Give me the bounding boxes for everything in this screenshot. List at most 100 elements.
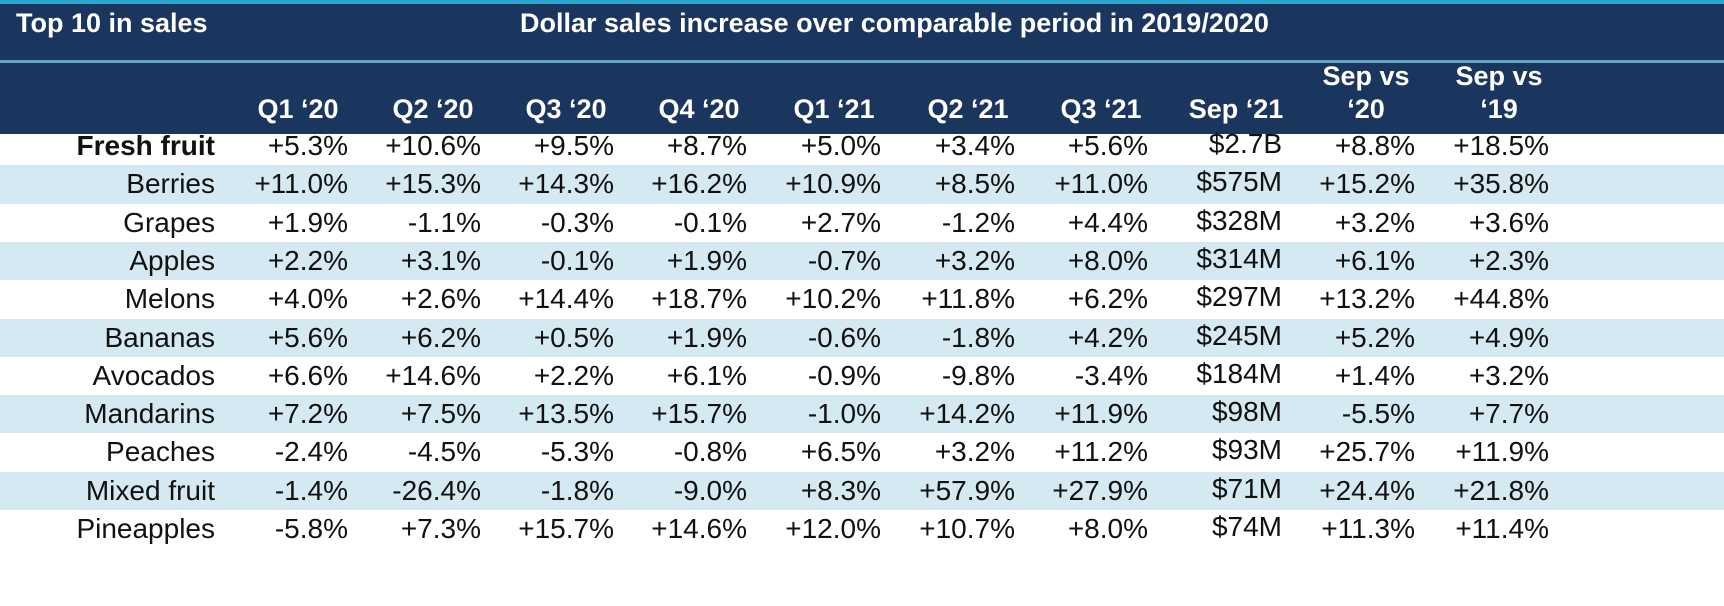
column-header: Q1 ‘21 bbox=[761, 93, 907, 126]
value-cell: +35.8% bbox=[1453, 168, 1549, 200]
table-row: Apples +2.2% +3.1% -0.1% +1.9% -0.7% +3.2% +8.0… bbox=[0, 241, 1724, 281]
value-cell: +3.1% bbox=[400, 244, 481, 276]
table-row: Pineapples -5.8% +7.3% +15.7% +14.6% +12.0% +1… bbox=[0, 510, 1724, 548]
value-cell: -0.1% bbox=[673, 206, 747, 238]
value-cell: +16.2% bbox=[651, 168, 747, 200]
value-cell: -1.4% bbox=[274, 474, 348, 506]
row-label: Peaches bbox=[106, 436, 215, 468]
value-cell: +6.6% bbox=[267, 359, 348, 391]
value-cell: +5.0% bbox=[800, 130, 881, 161]
value-cell: +1.4% bbox=[1334, 359, 1415, 391]
value-cell: +1.9% bbox=[666, 244, 747, 276]
value-cell: +5.6% bbox=[1067, 130, 1148, 161]
value-cell: +2.2% bbox=[533, 359, 614, 391]
row-label: Apples bbox=[129, 244, 215, 276]
value-cell: +25.7% bbox=[1319, 436, 1415, 468]
value-cell: -0.3% bbox=[540, 206, 614, 238]
column-header-line: Sep ‘21 bbox=[1188, 94, 1284, 124]
value-cell: -0.8% bbox=[673, 436, 747, 468]
value-cell: +8.7% bbox=[666, 130, 747, 161]
value-cell: -9.0% bbox=[673, 474, 747, 506]
table-row: Avocados +6.6% +14.6% +2.2% +6.1% -0.9% -9.8% -… bbox=[0, 357, 1724, 395]
row-label: Pineapples bbox=[76, 513, 215, 544]
column-header: Sep vs ‘19 bbox=[1426, 60, 1572, 126]
value-cell: +18.7% bbox=[651, 283, 747, 315]
row-label: Bananas bbox=[104, 321, 215, 353]
value-cell: +15.7% bbox=[651, 398, 747, 430]
value-cell: +12.0% bbox=[785, 513, 881, 544]
value-cell: +8.8% bbox=[1334, 130, 1415, 161]
column-header-band bbox=[0, 63, 1724, 134]
column-header-line: Sep vs bbox=[1455, 61, 1543, 91]
value-cell: -0.9% bbox=[807, 359, 881, 391]
value-cell: +10.2% bbox=[785, 283, 881, 315]
value-cell: +3.2% bbox=[1334, 206, 1415, 238]
value-cell: +24.4% bbox=[1319, 474, 1415, 506]
column-header: Q3 ‘21 bbox=[1028, 93, 1174, 126]
column-header-line: Q3 ‘21 bbox=[1060, 94, 1142, 124]
value-cell: +14.4% bbox=[518, 283, 614, 315]
value-cell: +3.2% bbox=[934, 244, 1015, 276]
title-band bbox=[0, 4, 1724, 60]
sales-cell: $575M bbox=[1196, 166, 1282, 198]
column-header-line: Q2 ‘21 bbox=[927, 94, 1009, 124]
value-cell: +11.9% bbox=[1054, 398, 1148, 430]
column-header: Q4 ‘20 bbox=[626, 93, 772, 126]
value-cell: +6.2% bbox=[1067, 283, 1148, 315]
table-row: Mixed fruit -1.4% -26.4% -1.8% -9.0% +8.3% +57… bbox=[0, 471, 1724, 510]
value-cell: +3.2% bbox=[1468, 359, 1549, 391]
table-row: Mandarins +7.2% +7.5% +13.5% +15.7% -1.0% +14.… bbox=[0, 395, 1724, 434]
column-header-line: Q1 ‘21 bbox=[793, 94, 875, 124]
value-cell: +7.3% bbox=[400, 513, 481, 544]
column-header-line: ‘19 bbox=[1480, 94, 1518, 124]
value-cell: +8.0% bbox=[1067, 513, 1148, 544]
value-cell: +7.5% bbox=[400, 398, 481, 430]
value-cell: +18.5% bbox=[1453, 130, 1549, 161]
value-cell: +1.9% bbox=[267, 206, 348, 238]
value-cell: +7.2% bbox=[267, 398, 348, 430]
value-cell: +10.9% bbox=[785, 168, 881, 200]
sales-cell: $245M bbox=[1196, 319, 1282, 351]
value-cell: +2.3% bbox=[1468, 244, 1549, 276]
value-cell: +14.6% bbox=[385, 359, 481, 391]
value-cell: -5.3% bbox=[540, 436, 614, 468]
row-label: Mixed fruit bbox=[85, 474, 215, 506]
value-cell: +11.0% bbox=[1054, 168, 1148, 200]
value-cell: -1.8% bbox=[941, 321, 1015, 353]
value-cell: +13.5% bbox=[518, 398, 614, 430]
top-accent-line bbox=[0, 0, 1724, 4]
value-cell: +2.7% bbox=[800, 206, 881, 238]
value-cell: +4.4% bbox=[1067, 206, 1148, 238]
sales-cell: $93M bbox=[1211, 434, 1282, 466]
column-header: Q3 ‘20 bbox=[493, 93, 639, 126]
value-cell: +3.4% bbox=[934, 130, 1015, 161]
value-cell: +21.8% bbox=[1453, 474, 1549, 506]
header-divider bbox=[0, 60, 1724, 63]
column-header-line: Q3 ‘20 bbox=[525, 94, 607, 124]
value-cell: +3.2% bbox=[934, 436, 1015, 468]
column-header: Q1 ‘20 bbox=[225, 93, 371, 126]
value-cell: -5.5% bbox=[1341, 398, 1415, 430]
column-header-line: Q4 ‘20 bbox=[658, 94, 740, 124]
value-cell: -26.4% bbox=[392, 474, 481, 506]
value-cell: +8.5% bbox=[934, 168, 1015, 200]
value-cell: +15.2% bbox=[1319, 168, 1415, 200]
value-cell: -1.0% bbox=[807, 398, 881, 430]
value-cell: +11.0% bbox=[254, 168, 348, 200]
value-cell: +11.8% bbox=[921, 283, 1015, 315]
value-cell: +8.3% bbox=[800, 474, 881, 506]
column-header-line: Q1 ‘20 bbox=[257, 94, 339, 124]
value-cell: +4.9% bbox=[1468, 321, 1549, 353]
value-cell: +7.7% bbox=[1468, 398, 1549, 430]
table-row: Melons +4.0% +2.6% +14.4% +18.7% +10.2% +11.8%… bbox=[0, 280, 1724, 318]
value-cell: +44.8% bbox=[1453, 283, 1549, 315]
value-cell: +3.6% bbox=[1468, 206, 1549, 238]
value-cell: -0.7% bbox=[807, 244, 881, 276]
value-cell: +14.3% bbox=[518, 168, 614, 200]
value-cell: +2.6% bbox=[400, 283, 481, 315]
table-title: Dollar sales increase over comparable pe… bbox=[520, 8, 1269, 38]
row-label: Fresh fruit bbox=[76, 130, 215, 161]
value-cell: +15.7% bbox=[518, 513, 614, 544]
column-header: Q2 ‘20 bbox=[360, 93, 506, 126]
